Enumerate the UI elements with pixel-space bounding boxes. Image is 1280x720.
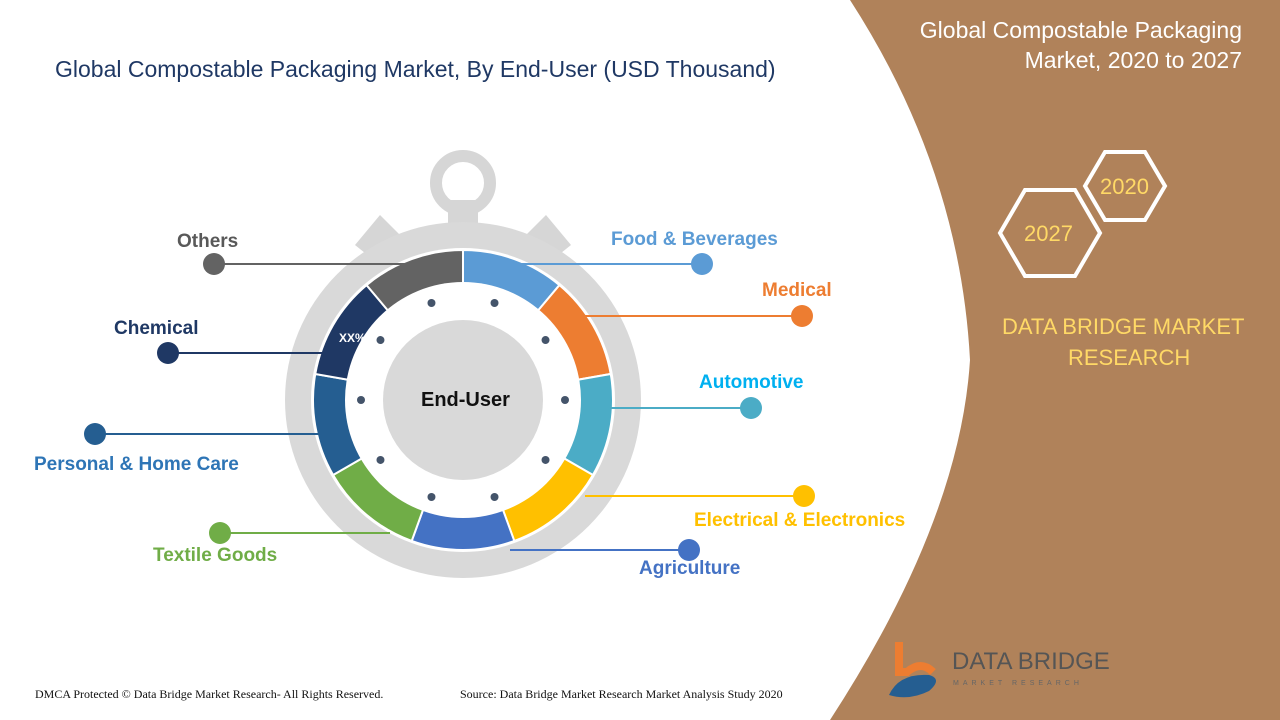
leader-dot (209, 522, 231, 544)
logo-sub: MARKET RESEARCH (953, 680, 1083, 687)
footer-copyright: DMCA Protected © Data Bridge Market Rese… (35, 687, 384, 701)
segment-label: Food & Beverages (611, 229, 778, 250)
tick-dot (427, 493, 436, 502)
leader-dot (791, 305, 813, 327)
tick-dot (376, 455, 385, 464)
segment-percent-label: XX% (339, 331, 366, 345)
page-title: Global Compostable Packaging Market, By … (55, 56, 776, 82)
side-title-line1: Global Compostable Packaging (919, 17, 1242, 43)
tick-dot (541, 336, 550, 345)
segment-label: Others (177, 231, 239, 252)
center-label: End-User (421, 389, 510, 411)
segment-label: Personal & Home Care (34, 454, 239, 475)
leader-dot (203, 253, 225, 275)
segment-label: Agriculture (639, 558, 741, 579)
tick-dot (490, 493, 499, 502)
side-panel (830, 0, 1280, 720)
side-title-line2: Market, 2020 to 2027 (1024, 47, 1242, 73)
segment-label: Medical (762, 280, 832, 301)
hex-label-2027: 2027 (1024, 221, 1073, 246)
hex-label-2020: 2020 (1100, 174, 1149, 199)
leader-dot (793, 485, 815, 507)
center-disc (383, 320, 543, 480)
logo-name: DATA BRIDGE (952, 648, 1110, 675)
leader-dot (84, 423, 106, 445)
segment-label: Electrical & Electronics (694, 510, 906, 531)
brand-line2: RESEARCH (1068, 345, 1191, 370)
leader-dot (691, 253, 713, 275)
segment-label: Textile Goods (153, 545, 278, 566)
segment-label: Automotive (699, 372, 804, 393)
leader-dot (740, 397, 762, 419)
logo: DATA BRIDGE MARKET RESEARCH (885, 640, 1115, 700)
leader-dot (678, 539, 700, 561)
leader-dot (157, 342, 179, 364)
footer-source: Source: Data Bridge Market Research Mark… (460, 687, 783, 701)
hexagon-2020 (1082, 150, 1168, 222)
segment-label: Chemical (114, 318, 199, 339)
tick-dot (541, 455, 550, 464)
brand-line1: DATA BRIDGE MARKET (1002, 314, 1245, 339)
tick-dot (376, 336, 385, 345)
tick-dot (427, 298, 436, 307)
logo-mark-icon (889, 642, 936, 698)
tick-dot (561, 396, 569, 404)
hexagon-2027 (997, 188, 1103, 278)
tick-dot (357, 396, 365, 404)
tick-dot (490, 298, 499, 307)
